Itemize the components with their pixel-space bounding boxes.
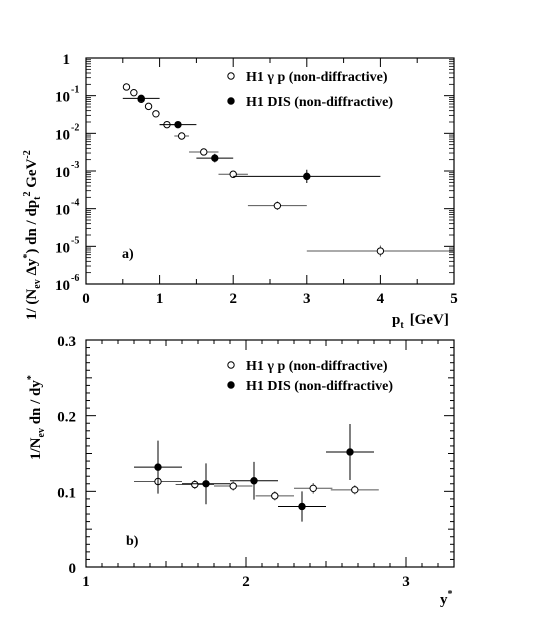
gammap-data-point (191, 480, 199, 489)
gammap-data-point (200, 148, 208, 156)
x-tick-label: 3 (303, 291, 311, 307)
legend-filled-circle-marker (227, 97, 235, 105)
panel-b-label: b) (126, 534, 139, 549)
gammap-data-point (271, 492, 279, 500)
panel-b-data-points (134, 423, 379, 522)
y-tick-label: 0.2 (57, 410, 76, 426)
dis-data-point (250, 477, 258, 485)
panel-a-y-tick-labels: 110-110-210-310-410-510-6 (55, 52, 79, 294)
y-tick-label: 10 (55, 165, 70, 181)
dis-data-point (346, 448, 354, 456)
y-tick-label: 10 (55, 90, 70, 106)
y-tick-exponent: -5 (71, 235, 79, 246)
y-tick-label: 10 (55, 127, 70, 143)
panel-a-legend: H1 γ p (non-diffractive) H1 DIS (non-dif… (227, 70, 393, 110)
legend-dis-label: H1 DIS (non-diffractive) (246, 379, 393, 394)
gammap-data-point (273, 201, 282, 210)
dis-data-point (137, 94, 145, 103)
panel-a-frame (85, 57, 455, 285)
gammap-data-point (144, 102, 153, 111)
dis-data-point (174, 120, 182, 129)
gammap-data-point (351, 486, 359, 494)
x-tick-label: 0 (82, 291, 90, 307)
legend-gp-label: H1 γ p (non-diffractive) (246, 70, 388, 85)
dis-data-point (303, 172, 311, 181)
dis-data-point (154, 463, 162, 471)
panel-b-legend: H1 γ p (non-diffractive) H1 DIS (non-dif… (227, 359, 393, 394)
x-tick-label: 2 (242, 574, 250, 590)
y-tick-label: 10 (55, 278, 70, 294)
x-tick-label: 4 (377, 291, 385, 307)
legend-gp-label: H1 γ p (non-diffractive) (246, 359, 388, 374)
legend-open-circle-marker (227, 361, 235, 369)
panel-b-x-tick-labels: 1 2 3 (82, 574, 410, 590)
y-tick-label: 0 (69, 561, 77, 577)
y-tick-exponent: -6 (71, 273, 79, 284)
x-tick-label: 1 (156, 291, 164, 307)
panel-b-axis-ticks (85, 339, 455, 568)
legend-open-circle-marker (227, 72, 235, 80)
panel-a-ylabel: 1/ (Nev Δy*) dn / dpt2 GeV-2 (22, 150, 43, 320)
y-tick-exponent: -2 (71, 122, 79, 133)
gammap-data-point (309, 484, 317, 493)
panel-a-data-points (122, 83, 454, 257)
x-tick-label: 3 (402, 574, 410, 590)
gammap-data-point (229, 482, 237, 490)
y-tick-label: 1 (63, 52, 71, 68)
x-tick-label: 2 (229, 291, 237, 307)
panel-a-x-tick-labels: 0 1 2 3 4 5 (82, 291, 458, 307)
dis-data-point (211, 154, 219, 162)
y-tick-label: 10 (55, 240, 70, 256)
y-tick-exponent: -1 (71, 85, 79, 96)
x-tick-label: 1 (82, 574, 90, 590)
panel-a-xlabel: pt [GeV] (392, 312, 449, 331)
panel-b-frame (85, 339, 455, 568)
y-tick-exponent: -4 (71, 198, 79, 209)
gammap-data-point (229, 170, 237, 178)
gammap-data-point (376, 247, 385, 255)
gammap-data-point (177, 132, 186, 140)
legend-dis-label: H1 DIS (non-diffractive) (246, 95, 393, 110)
panel-a-label: a) (122, 247, 134, 262)
x-tick-label: 5 (450, 291, 458, 307)
panel-b-rapidity-distribution: 1 2 3 0 0.1 0.2 0.3 y* 1/Nev dn / dy* b) H1 γ… (26, 334, 455, 608)
dis-data-point (298, 502, 306, 511)
panel-a-axis-ticks (85, 57, 455, 285)
y-tick-label: 10 (55, 203, 70, 219)
y-tick-label: 0.1 (57, 485, 76, 501)
y-tick-label: 0.3 (57, 334, 76, 350)
dis-data-point (202, 480, 210, 488)
panel-b-xlabel: y* (440, 589, 453, 608)
gammap-data-point (122, 83, 131, 91)
gammap-data-point (130, 88, 138, 97)
panel-b-y-tick-labels: 0 0.1 0.2 0.3 (57, 334, 76, 577)
panel-b-ylabel: 1/Nev dn / dy* (26, 375, 47, 460)
legend-filled-circle-marker (227, 381, 235, 389)
y-tick-exponent: -3 (71, 160, 79, 171)
gammap-data-point (152, 110, 160, 118)
